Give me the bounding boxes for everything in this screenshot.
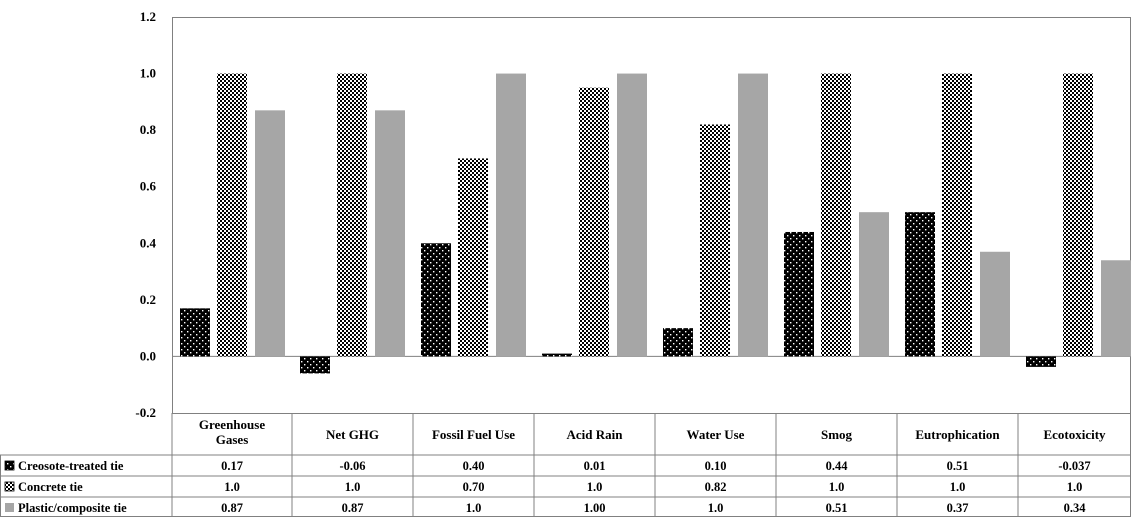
data-label: 1.0 bbox=[708, 501, 724, 515]
bar-plastic bbox=[496, 73, 526, 357]
y-tick-label: 0.0 bbox=[140, 348, 156, 363]
data-label: 0.82 bbox=[705, 480, 727, 494]
data-label: 1.0 bbox=[1067, 480, 1083, 494]
bar-creosote bbox=[542, 353, 572, 357]
data-label: 1.0 bbox=[587, 480, 603, 494]
bar-plastic bbox=[255, 110, 285, 357]
bar-plastic bbox=[617, 73, 647, 357]
data-label: 0.70 bbox=[463, 480, 485, 494]
data-label: 0.87 bbox=[342, 501, 364, 515]
category-label: Fossil Fuel Use bbox=[432, 427, 515, 442]
data-label: 1.0 bbox=[950, 480, 966, 494]
bar-concrete bbox=[337, 73, 367, 357]
data-label: 0.51 bbox=[947, 459, 969, 473]
category-label: Ecotoxicity bbox=[1043, 427, 1106, 442]
series-name: Concrete tie bbox=[18, 480, 83, 494]
category-label: Water Use bbox=[687, 427, 745, 442]
data-label: 1.0 bbox=[345, 480, 361, 494]
bar-concrete bbox=[579, 87, 609, 357]
data-label: 1.0 bbox=[829, 480, 845, 494]
category-label: Acid Rain bbox=[567, 427, 624, 442]
bar-plastic bbox=[980, 251, 1010, 357]
bar-creosote bbox=[905, 212, 935, 357]
y-tick-label: 0.8 bbox=[140, 122, 157, 137]
category-label: Gases bbox=[216, 432, 249, 447]
series-name: Creosote-treated tie bbox=[18, 459, 124, 473]
data-label: 0.17 bbox=[221, 459, 243, 473]
data-label: 0.44 bbox=[826, 459, 849, 473]
data-label: 1.0 bbox=[224, 480, 240, 494]
data-label: 0.01 bbox=[584, 459, 606, 473]
bar-creosote bbox=[784, 231, 814, 357]
y-tick-label: 0.2 bbox=[140, 292, 156, 307]
data-label: 1.0 bbox=[466, 501, 482, 515]
series-name: Plastic/composite tie bbox=[18, 501, 127, 515]
bar-creosote bbox=[300, 356, 330, 374]
bar-plastic bbox=[859, 212, 889, 357]
category-label: Greenhouse bbox=[199, 417, 265, 432]
legend-key bbox=[4, 460, 15, 471]
legend-key bbox=[4, 481, 15, 492]
category-label: Smog bbox=[821, 427, 853, 442]
data-label: 0.37 bbox=[947, 501, 969, 515]
bar-creosote bbox=[1026, 356, 1056, 367]
y-tick-label: 1.0 bbox=[140, 66, 156, 81]
data-label: -0.037 bbox=[1058, 459, 1090, 473]
bar-concrete bbox=[821, 73, 851, 357]
bar-concrete bbox=[458, 158, 488, 357]
legend-key bbox=[5, 503, 14, 512]
bar-creosote bbox=[180, 308, 210, 357]
bar-creosote bbox=[663, 328, 693, 357]
data-label: 0.34 bbox=[1064, 501, 1087, 515]
bar-concrete bbox=[217, 73, 247, 357]
data-label: 1.00 bbox=[584, 501, 606, 515]
data-label: -0.06 bbox=[339, 459, 365, 473]
category-label: Net GHG bbox=[326, 427, 379, 442]
y-tick-label: 1.2 bbox=[140, 9, 156, 24]
data-label: 0.87 bbox=[221, 501, 243, 515]
bar-creosote bbox=[421, 243, 451, 357]
bar-concrete bbox=[1063, 73, 1093, 357]
bar-layer bbox=[180, 73, 1131, 374]
y-tick-label: -0.2 bbox=[135, 405, 156, 420]
category-label: Eutrophication bbox=[915, 427, 1000, 442]
bar-concrete bbox=[942, 73, 972, 357]
bar-plastic bbox=[375, 110, 405, 357]
y-tick-label: 0.6 bbox=[140, 179, 157, 194]
data-label: 0.51 bbox=[826, 501, 848, 515]
axis-layer: 1.2 1.0 0.8 0.6 0.4 0.2 0.0 -0.2 bbox=[135, 9, 1131, 420]
data-label: 0.40 bbox=[463, 459, 485, 473]
bar-plastic bbox=[738, 73, 768, 357]
bar-concrete bbox=[700, 124, 730, 357]
y-tick-label: 0.4 bbox=[140, 235, 157, 250]
data-label: 0.10 bbox=[705, 459, 727, 473]
bar-plastic bbox=[1101, 260, 1131, 357]
